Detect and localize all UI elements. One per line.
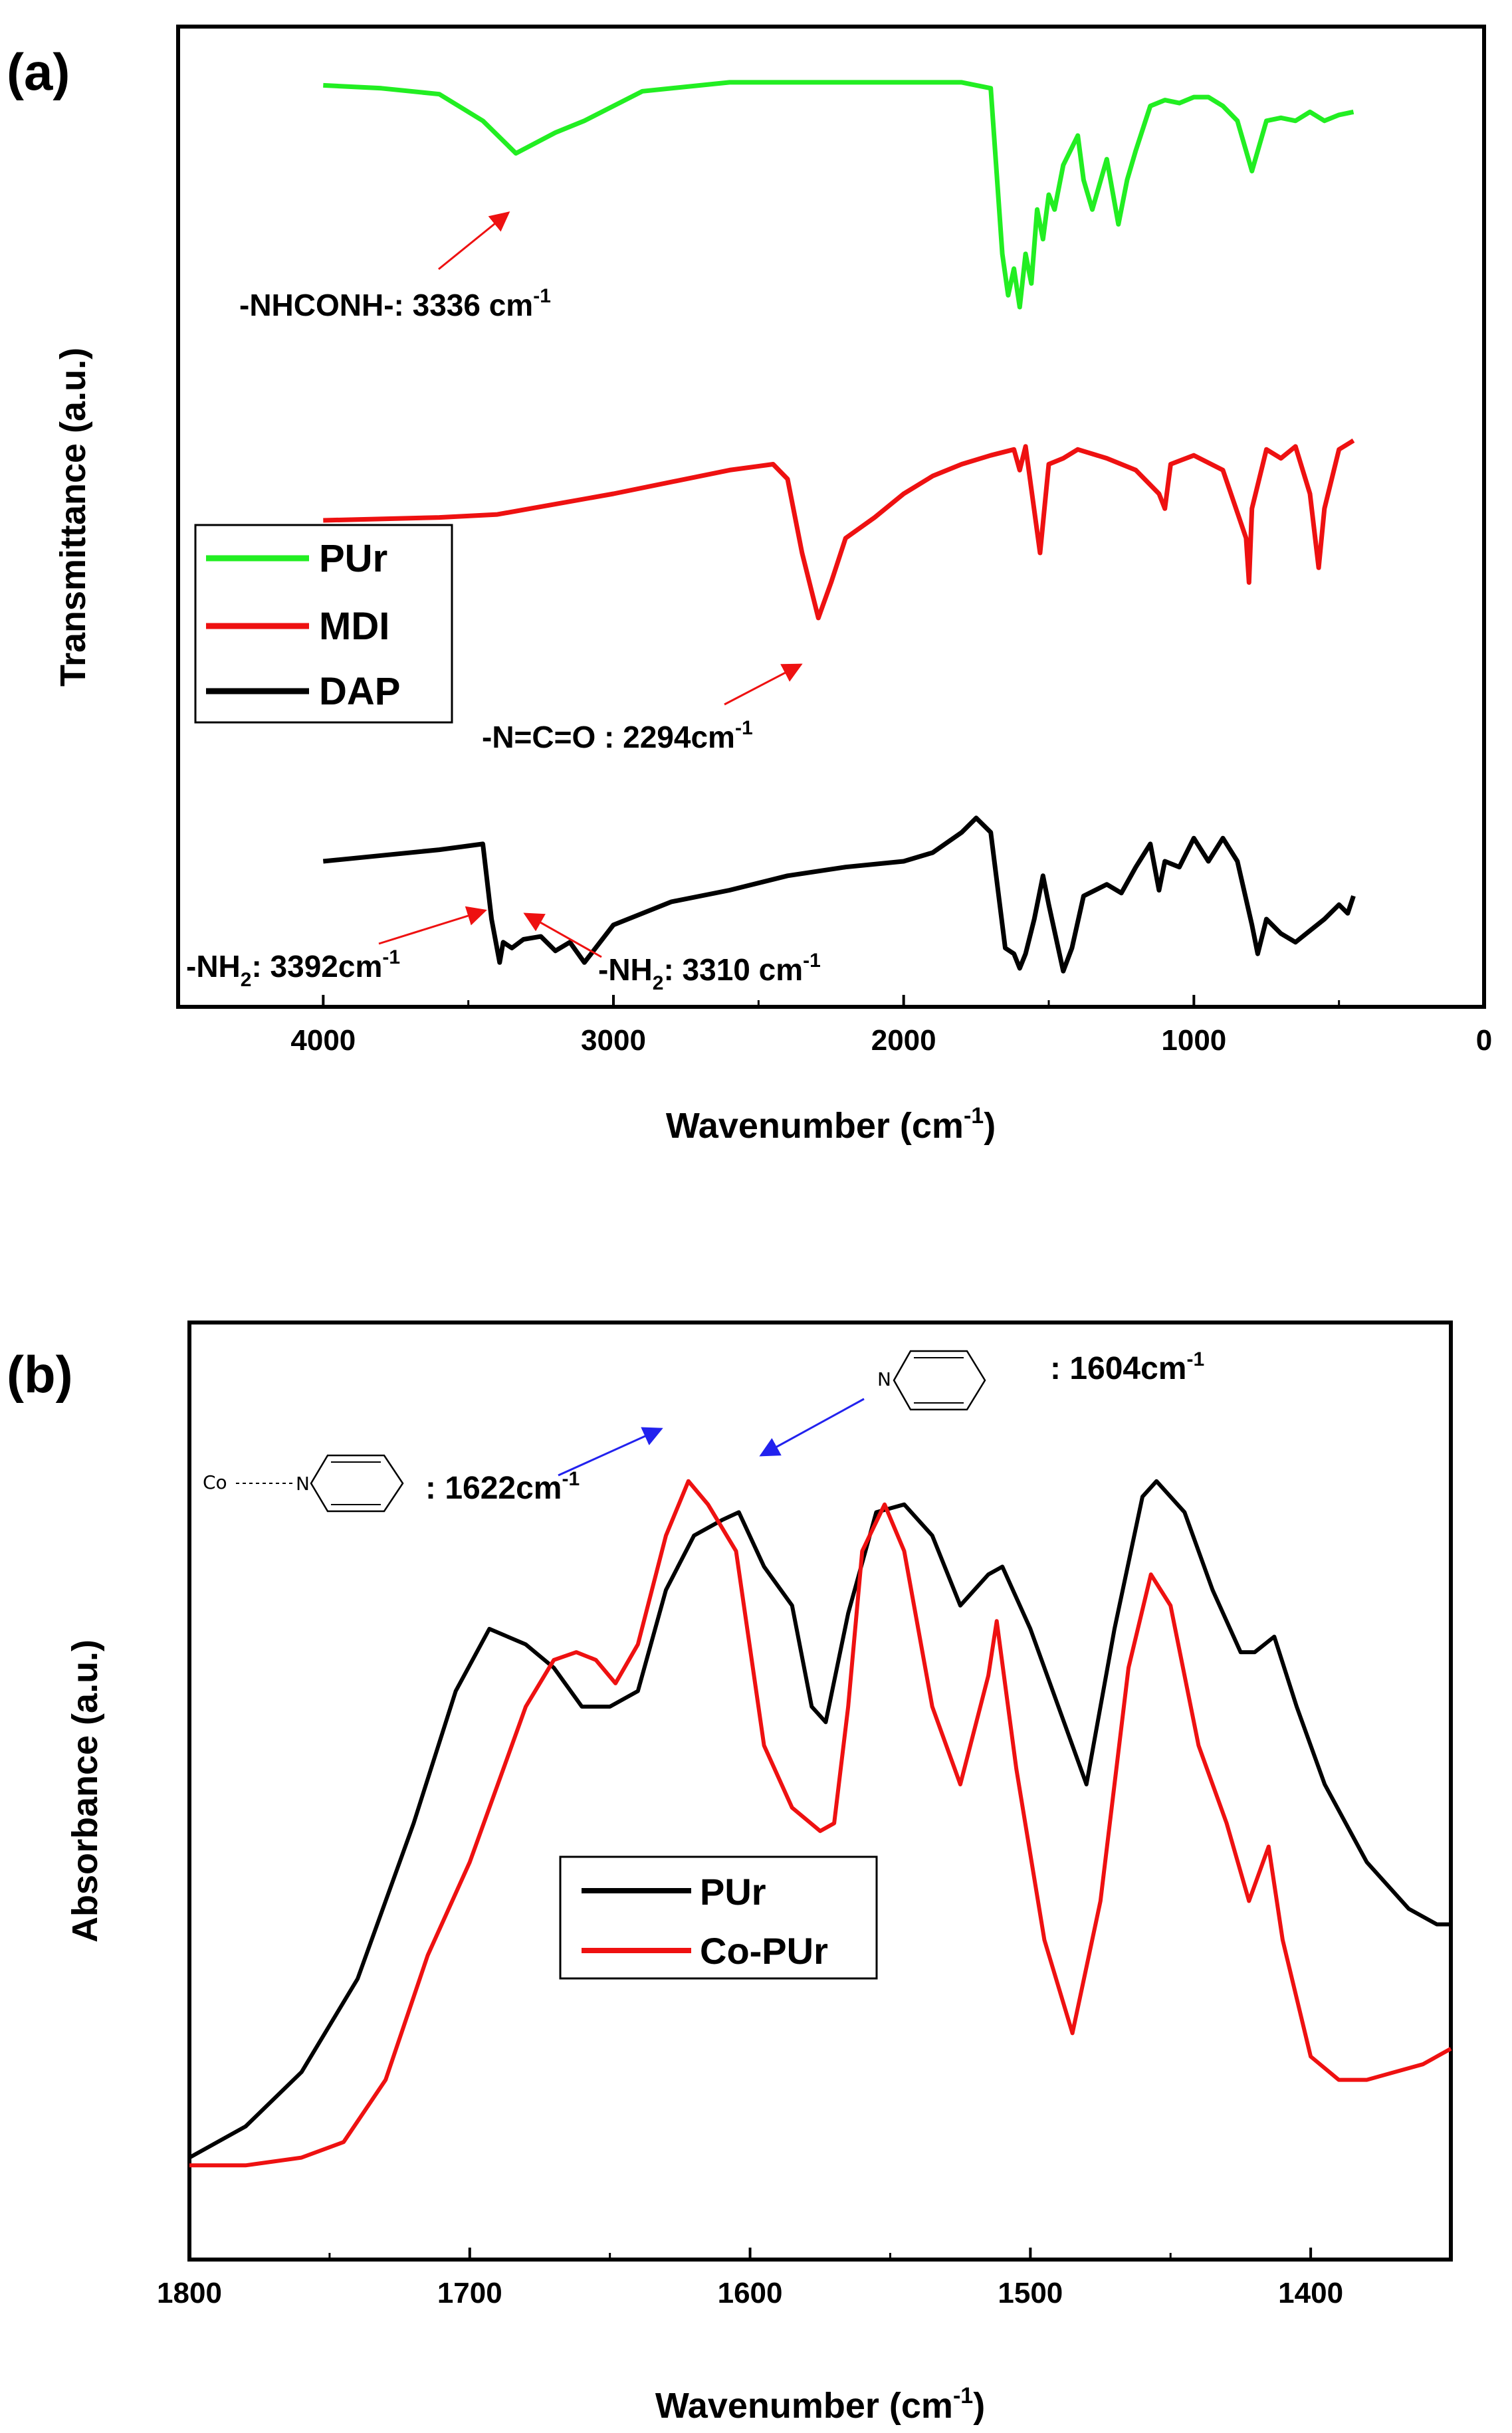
panel-b-axes-frame — [187, 1321, 1453, 2262]
annotation-1604: : 1604cm-1 — [1050, 1348, 1204, 1386]
panel-b-y-axis-label: Absorbance (a.u.) — [65, 1640, 105, 1943]
pyridine-ring-2 — [893, 1350, 986, 1411]
panel-b-series — [188, 1479, 1452, 2168]
structure-co-label: Co — [203, 1471, 227, 1493]
series-line-pur — [323, 80, 1354, 310]
annotation-1604-arrow — [759, 1398, 865, 1457]
annotation-nhconh-arrow — [438, 211, 510, 270]
panel-b-legend: PUr Co-PUr — [559, 1855, 878, 1980]
structure-pyridine: N — [877, 1350, 986, 1411]
series-line-mdi — [323, 438, 1355, 621]
annotation-nh2-3310-arrow — [523, 912, 602, 958]
panel-b-x-tick-label: 1500 — [998, 2277, 1063, 2309]
panel-a-axes-frame — [176, 25, 1486, 1009]
legend-label-pur-b: PUr — [700, 1871, 766, 1913]
pyridine-ring-1 — [310, 1454, 404, 1513]
panel-a-x-tick-label: 4000 — [290, 1024, 356, 1057]
structure-n-label-2: N — [877, 1368, 891, 1390]
panel-b-label: (b) — [7, 1345, 73, 1404]
legend-label-pur: PUr — [319, 537, 387, 580]
annotation-nhconh: -NHCONH-: 3336 cm-1 — [239, 285, 551, 322]
series-line-dap — [322, 815, 1356, 974]
panel-a: (a) 4000 3000 2000 1000 0 Transmittance (a.u… — [7, 25, 1492, 1146]
annotation-nh2-3392: -NH2: 3392cm-1 — [186, 946, 400, 991]
legend-label-dap: DAP — [319, 670, 400, 713]
annotation-nh2-3392-arrow — [378, 906, 487, 945]
annotation-nco-arrow — [724, 663, 803, 706]
panel-a-x-tick-label: 1000 — [1161, 1024, 1226, 1057]
annotation-nh2-3310: -NH2: 3310 cm-1 — [598, 950, 821, 994]
structure-n-label-1: N — [296, 1473, 310, 1495]
panel-b: (b) 1800 1700 1600 1500 1400 Absorbance (a.u… — [7, 1321, 1453, 2426]
panel-a-x-tick-label: 2000 — [871, 1024, 936, 1057]
series-line-pur — [188, 1479, 1451, 2160]
panel-a-series — [322, 80, 1356, 974]
structure-co-pyridine: Co N — [203, 1454, 404, 1513]
panel-b-x-ticks: 1800 1700 1600 1500 1400 — [157, 2248, 1452, 2309]
legend-label-copur: Co-PUr — [700, 1930, 828, 1972]
panel-b-x-tick-label: 1800 — [157, 2277, 222, 2309]
panel-b-legend-box — [559, 1855, 878, 1980]
annotation-1622-arrow — [558, 1427, 663, 1477]
panel-a-legend: PUr MDI DAP — [194, 524, 453, 724]
panel-a-x-tick-label: 0 — [1476, 1024, 1492, 1057]
panel-a-x-axis-label: Wavenumber (cm-1) — [666, 1103, 996, 1146]
series-line-co-pur — [189, 1479, 1452, 2168]
panel-b-x-tick-label: 1400 — [1278, 2277, 1343, 2309]
panel-a-label: (a) — [7, 43, 70, 101]
panel-b-x-tick-label: 1700 — [437, 2277, 502, 2309]
panel-a-x-tick-label: 3000 — [581, 1024, 646, 1057]
panel-b-x-axis-label: Wavenumber (cm-1) — [655, 2383, 985, 2426]
annotation-1622: : 1622cm-1 — [425, 1468, 580, 1506]
panel-a-y-axis-label: Transmittance (a.u.) — [53, 348, 93, 687]
panel-a-x-ticks: 4000 3000 2000 1000 0 — [290, 995, 1492, 1057]
panel-b-x-tick-label: 1600 — [718, 2277, 783, 2309]
annotation-nco: -N=C=O : 2294cm-1 — [482, 717, 753, 754]
legend-label-mdi: MDI — [319, 605, 389, 648]
